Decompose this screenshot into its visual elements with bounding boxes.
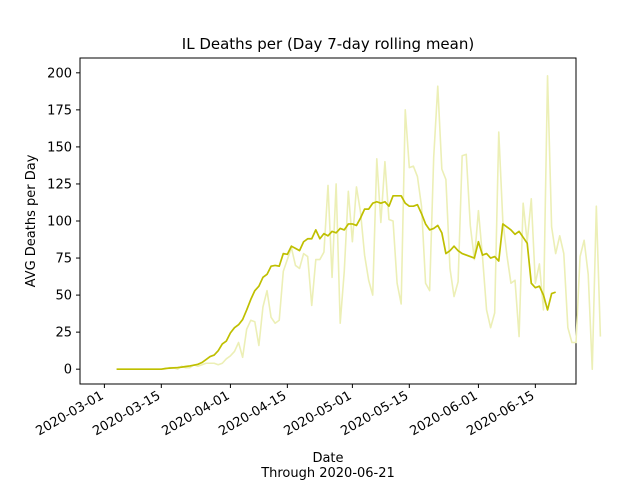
y-tick-label: 0 — [64, 363, 72, 378]
y-tick-label: 175 — [47, 103, 72, 118]
series-layer — [116, 74, 602, 371]
series-line-1 — [116, 194, 556, 371]
x-axis-label: Date — [312, 451, 343, 466]
y-axis: 0 25 50 75 100 125 150 175 200 — [47, 66, 80, 378]
series-line-0 — [116, 74, 602, 370]
y-tick-label: 25 — [55, 326, 72, 341]
y-tick-label: 125 — [47, 177, 72, 192]
y-tick-label: 150 — [47, 140, 72, 155]
y-tick-label: 75 — [55, 252, 72, 267]
x-axis-sublabel: Through 2020-06-21 — [260, 466, 395, 480]
y-tick-label: 50 — [55, 289, 72, 304]
plot-frame — [79, 57, 577, 385]
y-tick-label: 100 — [47, 215, 72, 230]
y-axis-label: AVG Deaths per Day — [24, 154, 39, 287]
x-axis: 2020-03-012020-03-152020-04-012020-04-15… — [33, 384, 537, 439]
chart-title: IL Deaths per (Day 7-day rolling mean) — [182, 35, 474, 53]
y-tick-label: 200 — [47, 66, 72, 81]
plot-area — [79, 57, 602, 385]
